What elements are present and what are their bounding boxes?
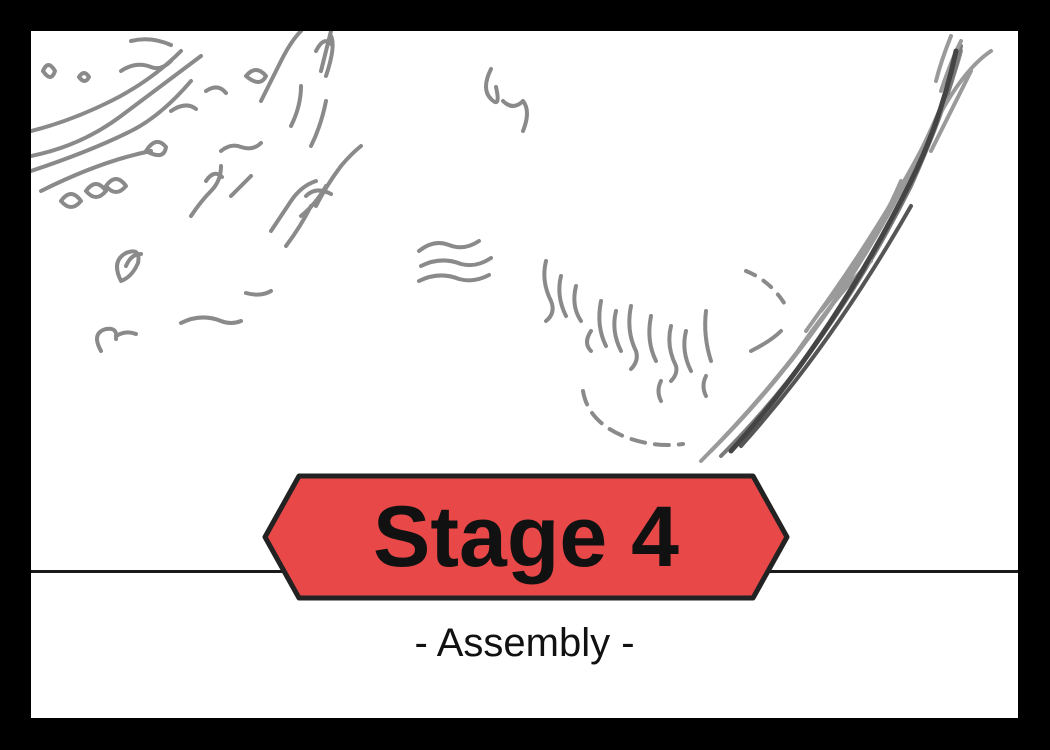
- hexagon-banner-icon: [262, 473, 790, 601]
- stage-title: Stage 4: [373, 489, 679, 585]
- sketch-artwork: [31, 31, 993, 463]
- stage-panel: Stage 4 - Assembly -: [31, 31, 1018, 718]
- stage-subtitle: - Assembly -: [414, 621, 635, 665]
- stage-banner: Stage 4: [261, 472, 791, 602]
